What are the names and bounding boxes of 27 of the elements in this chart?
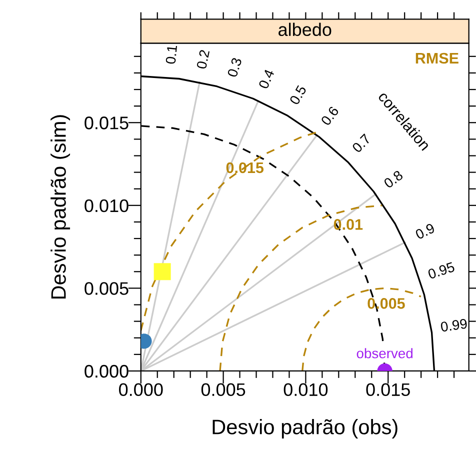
y-tick-label: 0.000	[84, 364, 128, 378]
annotation: 0.5	[289, 84, 307, 106]
annotation: 0.8	[383, 170, 404, 189]
x-tick-label: 0.010	[284, 383, 328, 396]
x-tick-label: 0.015	[366, 383, 410, 396]
y-tick-label: 0.005	[84, 282, 128, 295]
annotation: 0.015	[226, 162, 264, 174]
y-tick-label: 0.015	[84, 116, 128, 130]
annotation: 0.99	[440, 318, 468, 332]
x-tick-label: 0.000	[119, 383, 163, 396]
x-axis-title: Desvio padrão (obs)	[212, 419, 398, 438]
annotation: 0.7	[352, 133, 372, 154]
y-axis-title: Desvio padrão (sim)	[50, 115, 70, 299]
annotation: 0.95	[427, 262, 456, 280]
annotation: 0.9	[414, 222, 436, 240]
series-label: observed	[356, 348, 412, 358]
annotation: 0.2	[196, 50, 210, 70]
x-tick-label: 0.005	[201, 383, 246, 396]
annotation: 0.01	[334, 219, 363, 230]
annotation: 0.3	[227, 57, 242, 78]
annotation: RMSE	[416, 52, 458, 64]
annotation: 0.4	[258, 68, 275, 90]
annotation: 0.1	[166, 45, 178, 64]
annotation: 0.6	[320, 106, 340, 126]
annotation: 0.005	[368, 298, 405, 309]
y-tick-label: 0.010	[84, 199, 128, 212]
chart-title: albedo	[278, 22, 332, 36]
